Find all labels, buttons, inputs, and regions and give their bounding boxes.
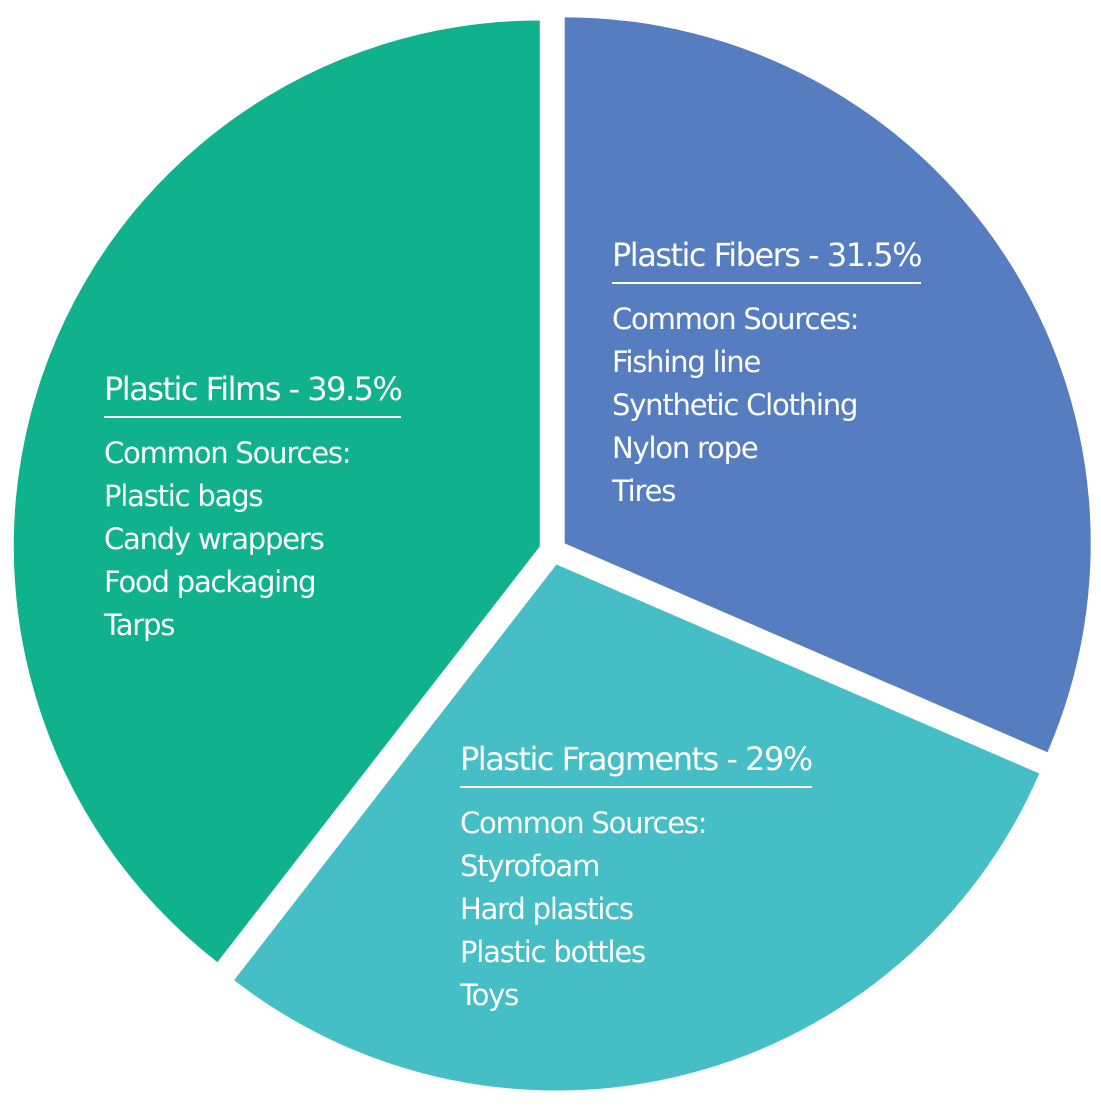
source-item: Hard plastics: [460, 892, 634, 926]
source-item: Plastic bags: [104, 479, 264, 513]
source-item: Styrofoam: [460, 849, 600, 883]
source-item: Tarps: [104, 608, 175, 642]
slice-title-plastic-fibers: Plastic Fibers - 31.5%: [612, 236, 923, 284]
source-item: Toys: [460, 978, 519, 1012]
source-item: Plastic bottles: [460, 935, 646, 969]
slice-label-plastic-films: Plastic Films - 39.5% Common Sources: Pl…: [104, 370, 403, 647]
source-item: Synthetic Clothing: [612, 388, 858, 422]
source-item: Food packaging: [104, 565, 317, 599]
pie-slice-plastic-fragments: [234, 564, 1040, 1091]
slice-subtitle-plastic-fragments: Common Sources:: [460, 806, 708, 840]
source-item: Tires: [612, 474, 676, 508]
source-item: Candy wrappers: [104, 522, 325, 556]
slice-subtitle-plastic-fibers: Common Sources:: [612, 302, 860, 336]
source-item: Nylon rope: [612, 431, 759, 465]
slice-subtitle-plastic-films: Common Sources:: [104, 436, 352, 470]
slice-label-plastic-fragments: Plastic Fragments - 29% Common Sources: …: [460, 740, 813, 1017]
pie-slice-plastic-fibers: [564, 17, 1091, 753]
slice-label-plastic-fibers: Plastic Fibers - 31.5% Common Sources: F…: [612, 236, 923, 513]
pie-slice-plastic-films: [13, 20, 540, 963]
source-item: Fishing line: [612, 345, 761, 379]
slice-title-plastic-fragments: Plastic Fragments - 29%: [460, 740, 813, 788]
slice-title-plastic-films: Plastic Films - 39.5%: [104, 370, 403, 418]
